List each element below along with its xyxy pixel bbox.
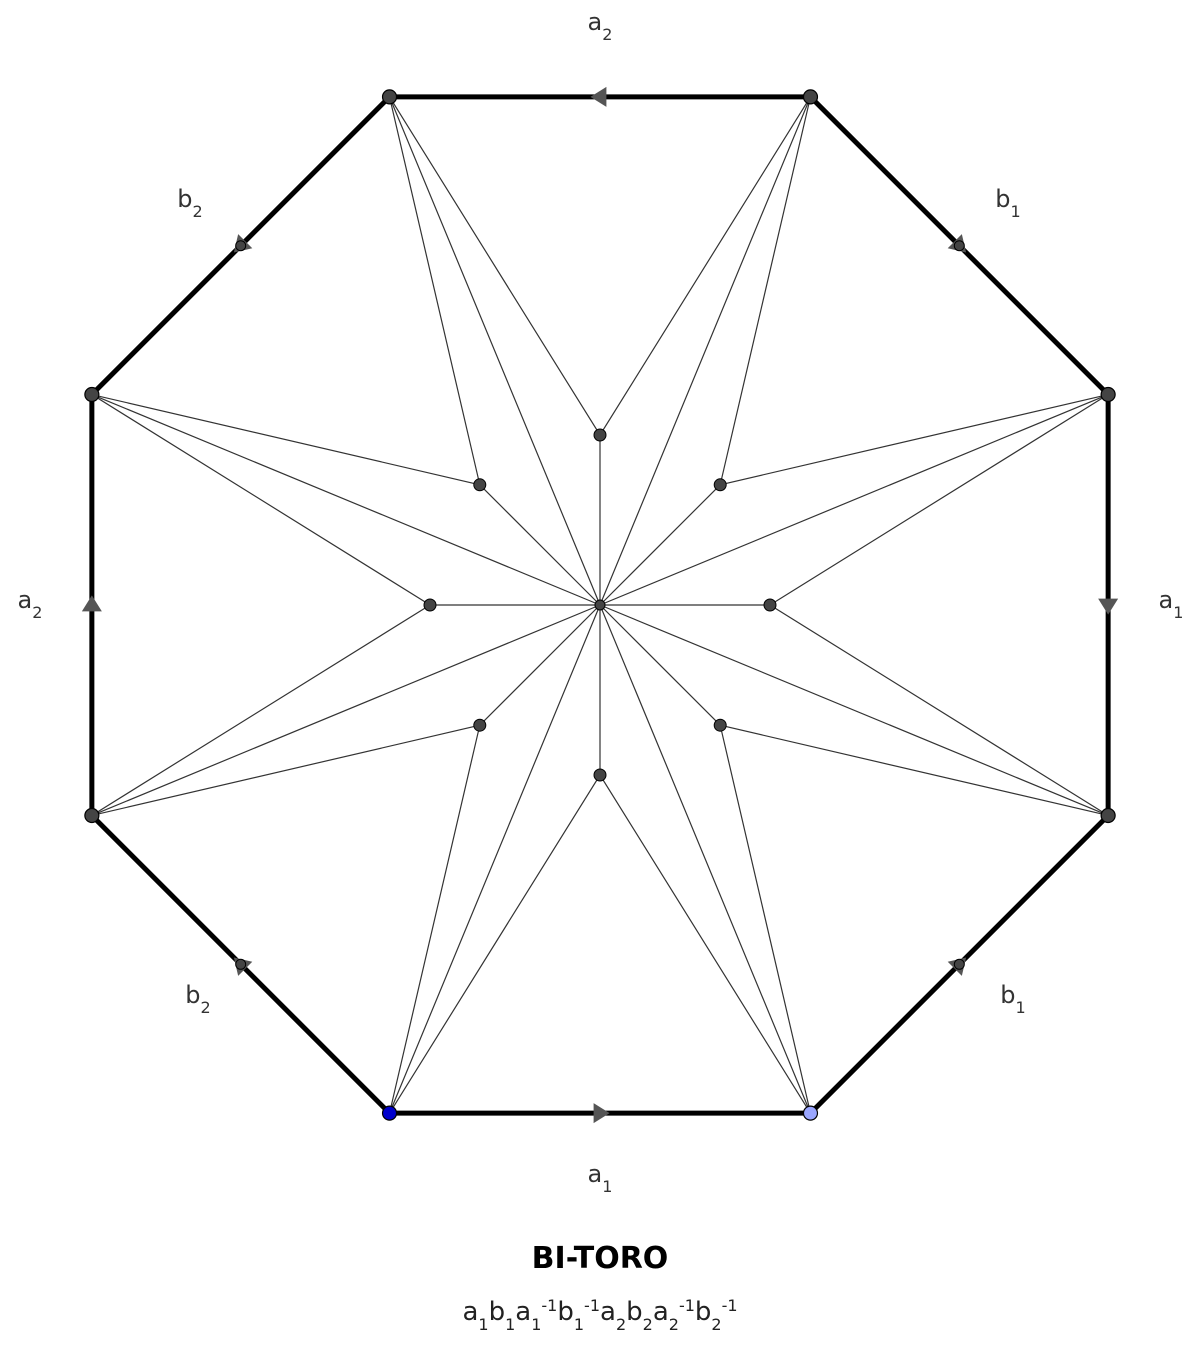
notch-vertex <box>594 769 606 781</box>
edge-midpoint-dot <box>954 241 964 251</box>
edge-midpoint-dot <box>236 959 246 969</box>
edge-label: b2 <box>177 185 202 221</box>
spoke-to-notch <box>480 485 600 605</box>
octagon-vertex <box>383 1106 397 1120</box>
edge-label: a1 <box>588 1160 613 1196</box>
octagon-vertex <box>383 90 397 104</box>
spoke-to-tip <box>600 395 1108 605</box>
spoke-to-notch <box>600 485 720 605</box>
notch-vertex <box>594 429 606 441</box>
edge-label: b1 <box>1000 981 1025 1017</box>
octagon-vertex <box>85 388 99 402</box>
center-vertex <box>595 600 605 610</box>
octagon-vertex <box>803 90 817 104</box>
edge-label: a2 <box>588 8 613 44</box>
diagram-title: BI-TORO <box>532 1241 669 1276</box>
edge-arrow <box>82 595 102 611</box>
bitoro-diagram: a2 b1 a1 b1 a1 b2 a2 b2 BI-TORO a1b1a1-1b1-1a2b2a… <box>0 0 1200 1363</box>
octagon-vertex <box>1101 808 1115 822</box>
spoke-to-notch <box>600 605 720 725</box>
notch-vertex <box>714 479 726 491</box>
edge-arrow <box>590 87 606 107</box>
octagon-vertex <box>803 1106 817 1120</box>
spoke-to-tip <box>600 605 810 1113</box>
notch-vertex <box>714 719 726 731</box>
spoke-to-tip <box>390 605 600 1113</box>
edge-label: a2 <box>18 586 43 622</box>
notch-vertex <box>474 719 486 731</box>
octagon-vertex <box>1101 388 1115 402</box>
spoke-to-tip <box>92 395 600 605</box>
spoke-to-tip <box>92 605 600 815</box>
spoke-to-notch <box>480 605 600 725</box>
octagon-vertex <box>85 808 99 822</box>
edge-midpoint-dot <box>954 959 964 969</box>
spoke-to-tip <box>600 605 1108 815</box>
spoke-to-tip <box>390 97 600 605</box>
edge-label: b1 <box>995 185 1020 221</box>
edge-label: a1 <box>1159 586 1184 622</box>
notch-vertex <box>764 599 776 611</box>
spoke-to-tip <box>600 97 810 605</box>
edge-label: b2 <box>185 981 210 1017</box>
notch-vertex <box>424 599 436 611</box>
edge-midpoint-dot <box>236 241 246 251</box>
diagram-formula: a1b1a1-1b1-1a2b2a2-1b2-1 <box>462 1296 737 1334</box>
notch-vertex <box>474 479 486 491</box>
edge-arrow <box>594 1103 610 1123</box>
edge-arrow <box>1098 599 1118 615</box>
